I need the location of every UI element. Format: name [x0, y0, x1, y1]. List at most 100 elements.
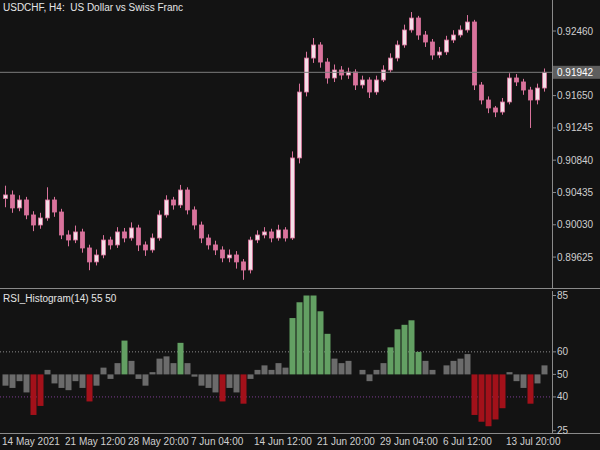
candle-body	[529, 90, 533, 100]
candle-body	[123, 232, 127, 238]
histogram-bar	[136, 374, 142, 379]
histogram-bar	[528, 374, 534, 403]
y-tick	[552, 257, 556, 258]
axis-line	[552, 0, 553, 288]
plot-area	[0, 296, 552, 427]
candle-body	[207, 238, 211, 245]
candle-body	[81, 232, 85, 248]
histogram-bar	[45, 370, 51, 375]
histogram-bar	[185, 363, 191, 374]
candle-body	[137, 228, 141, 245]
histogram-bar	[94, 374, 100, 385]
histogram-bar	[458, 359, 464, 375]
candle-body	[361, 80, 365, 85]
candle-body	[158, 215, 162, 238]
y-tick	[552, 95, 556, 96]
candle-body	[445, 40, 449, 52]
histogram-bar	[24, 374, 30, 392]
histogram-bar	[241, 374, 247, 403]
candle-body	[151, 238, 155, 250]
candle-body	[396, 45, 400, 58]
candle-body	[228, 255, 232, 258]
histogram-bar	[444, 365, 450, 374]
y-tick-label: 0.91650	[557, 90, 594, 101]
candle-body	[200, 225, 204, 238]
candle-body	[4, 195, 8, 199]
candle-body	[543, 72, 547, 88]
x-tick-label: 29 Jun 04:00	[380, 436, 438, 447]
histogram-bar	[199, 374, 205, 385]
page: {"chart_data": [ {"type": "candlestick",…	[0, 0, 600, 450]
histogram-bar	[227, 374, 233, 388]
y-tick-label: 85	[557, 290, 569, 301]
candle-body	[186, 190, 190, 210]
histogram-bar	[507, 372, 513, 374]
histogram-bar	[87, 374, 93, 401]
candle-body	[172, 200, 176, 205]
histogram-bar	[493, 374, 499, 419]
candle-body	[53, 200, 57, 212]
candle-body	[263, 232, 267, 235]
histogram-bar	[248, 374, 254, 379]
histogram-bar	[171, 363, 177, 374]
histogram-bar	[353, 374, 359, 375]
candle-body	[277, 230, 281, 238]
histogram-bar	[143, 374, 149, 385]
y-tick-label: 0.89625	[557, 252, 594, 263]
candle-body	[284, 230, 288, 238]
candle-body	[39, 218, 43, 225]
x-tick-label: 6 Jul 12:00	[443, 436, 492, 447]
candle-body	[431, 42, 435, 55]
histogram-bar	[472, 374, 478, 415]
histogram-bar	[360, 370, 366, 375]
histogram-bar	[367, 374, 373, 381]
histogram-bar	[283, 368, 289, 375]
histogram-bar	[388, 347, 394, 374]
histogram-bar	[332, 359, 338, 375]
y-tick-label: 0.90435	[557, 187, 594, 198]
candle-body	[382, 70, 386, 80]
candle-body	[494, 108, 498, 112]
histogram-bar	[206, 374, 212, 388]
y-tick-label: 60	[557, 346, 569, 357]
candle-body	[249, 240, 253, 270]
candle-body	[256, 235, 260, 240]
candle-body	[319, 45, 323, 62]
histogram-bar	[129, 361, 135, 375]
histogram-bar	[73, 374, 79, 381]
histogram-bar	[276, 363, 282, 374]
candle-body	[46, 200, 50, 218]
candle-body	[501, 102, 505, 112]
candle-body	[74, 232, 78, 240]
candle-body	[438, 52, 442, 55]
y-tick-label: 50	[557, 369, 569, 380]
histogram-bar	[409, 320, 415, 374]
candle-body	[522, 82, 526, 90]
histogram-bar	[108, 374, 114, 379]
histogram-bar	[269, 370, 275, 375]
current-price-line	[0, 72, 552, 73]
histogram-bar	[479, 374, 485, 421]
y-tick-label: 25	[557, 425, 569, 436]
histogram-bar	[157, 359, 163, 375]
candle-body	[67, 235, 71, 240]
candle-body	[11, 195, 15, 208]
histogram-bar	[101, 368, 107, 375]
candle-body	[452, 35, 456, 40]
candle-body	[165, 200, 169, 215]
candle-body	[116, 232, 120, 245]
candle-body	[130, 228, 134, 238]
y-tick-label: 0.90030	[557, 219, 594, 230]
current-price-label: 0.91942	[557, 67, 594, 78]
current-price-box	[553, 66, 600, 79]
chart-title: USDCHF, H4: US Dollar vs Swiss Franc	[3, 2, 183, 13]
y-tick	[552, 351, 556, 352]
histogram-bar	[3, 374, 9, 385]
histogram-bar	[10, 374, 16, 388]
histogram-bar	[59, 374, 65, 388]
candle-body	[312, 45, 316, 58]
candle-body	[403, 30, 407, 45]
histogram-bar	[339, 363, 345, 374]
level-line	[0, 396, 552, 397]
y-tick	[552, 127, 556, 128]
